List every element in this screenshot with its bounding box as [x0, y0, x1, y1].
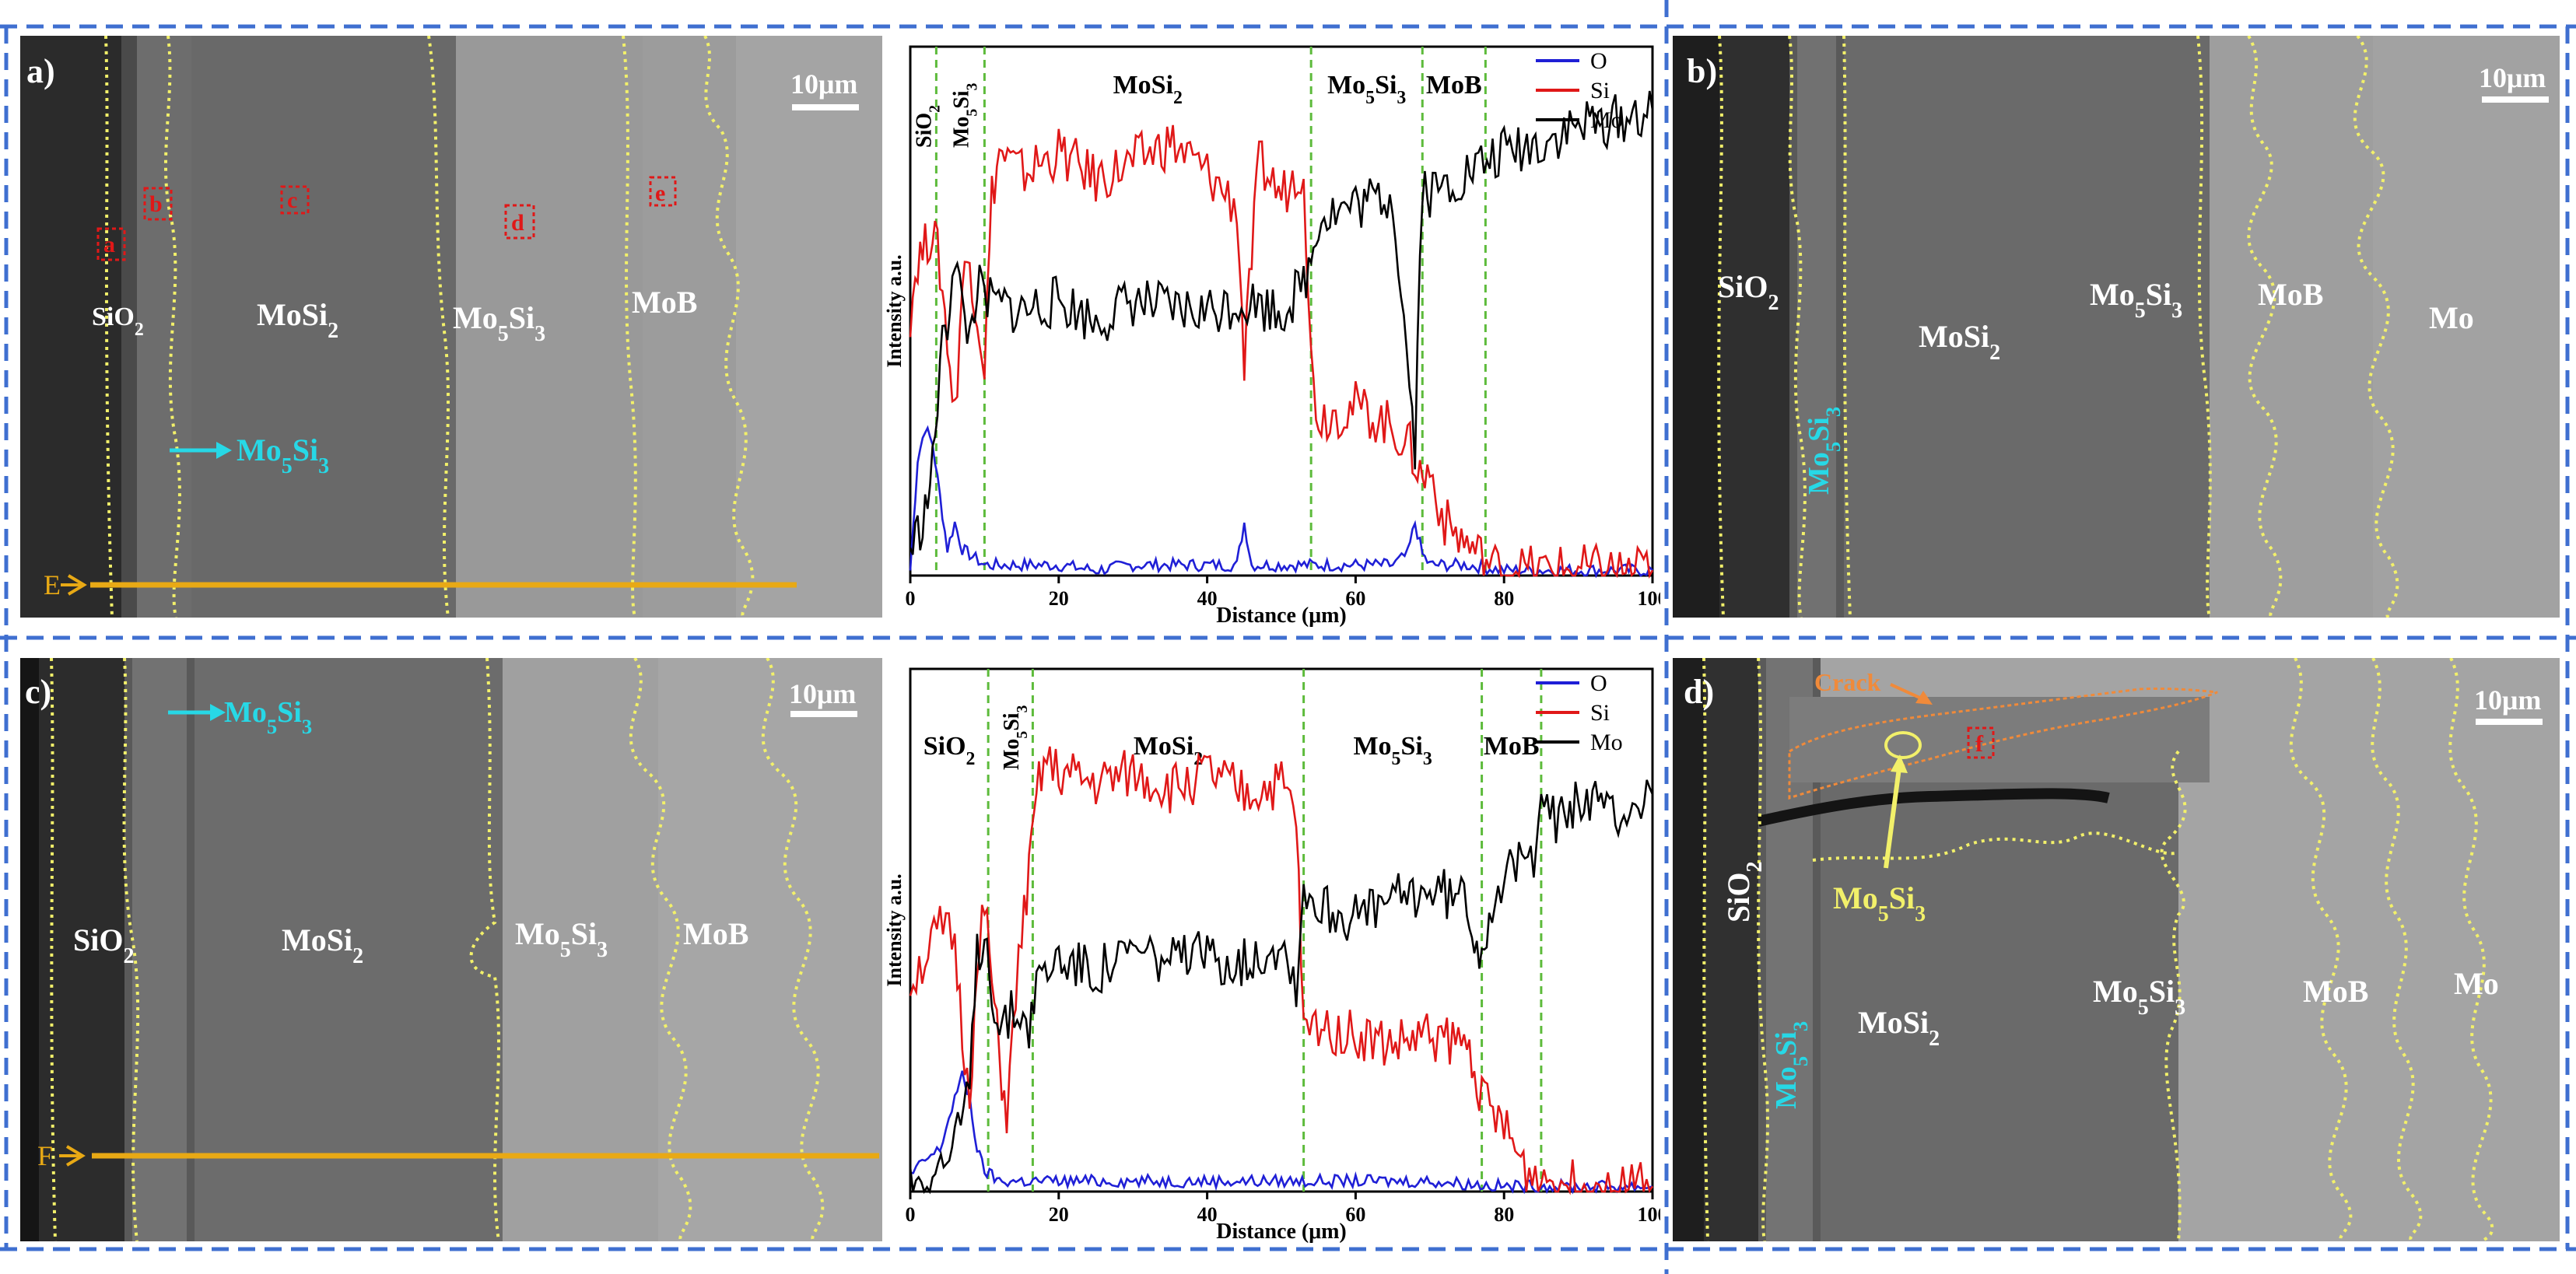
chart-linescan-F-xtick-label-1: 20 — [1049, 1203, 1069, 1226]
chart-linescan-F-legend-label-Si: Si — [1590, 700, 1610, 726]
label-mob-a: MoB — [632, 285, 697, 320]
point-marker-c: c — [287, 187, 297, 213]
label-mob-d: MoB — [2303, 974, 2368, 1009]
label-mosi2-b: MoSi2 — [1919, 319, 2000, 365]
scalebar-label-d: 10μm — [2474, 684, 2541, 716]
label-mob-c: MoB — [683, 916, 748, 951]
chart-linescan-F-plot-area — [909, 667, 1654, 1193]
sem-panel-d: f Mo5Si3 Crack 10μm d) SiO2 Mo5Si3 MoSi2… — [1673, 658, 2560, 1241]
label-mo-b: Mo — [2429, 300, 2474, 335]
chart-linescan-E-region-label-4: MoB — [1426, 71, 1482, 100]
label-mo-d: Mo — [2454, 966, 2499, 1001]
arrow-label-mo5si3-a: Mo5Si3 — [237, 432, 329, 478]
chart-linescan-F-xtick-label-3: 60 — [1345, 1203, 1365, 1226]
panel-letter-b: b) — [1687, 52, 1717, 90]
chart-linescan-F-xtick-label-0: 0 — [906, 1203, 916, 1226]
chart-linescan-E-xtick-label-3: 60 — [1345, 587, 1365, 610]
chart-linescan-E-series-Mo — [909, 90, 1654, 555]
label-sio2-d: SiO2 — [1721, 862, 1767, 922]
label-sio2-b: SiO2 — [1718, 269, 1779, 315]
point-marker-d: d — [511, 210, 524, 236]
sem-panel-a: a b c d e 10μm a) SiO2 MoSi2 Mo5Si3 MoB … — [20, 36, 882, 618]
panel-letter-a: a) — [26, 52, 55, 90]
chart-linescan-E-xlabel: Distance (μm) — [1216, 604, 1347, 628]
arrow-label-mo5si3-c: Mo5Si3 — [224, 696, 312, 738]
chart-linescan-F-region-label-4: MoB — [1484, 732, 1540, 761]
chart-linescan-E-xtick-label-2: 40 — [1197, 587, 1218, 610]
point-marker-b: b — [149, 191, 163, 217]
point-marker-a: a — [103, 232, 115, 257]
chart-linescan-E-xtick-label-1: 20 — [1049, 587, 1069, 610]
label-mosi2-c: MoSi2 — [282, 922, 363, 968]
label-mo5si3-c: Mo5Si3 — [515, 916, 608, 962]
label-sio2-c: SiO2 — [73, 922, 134, 968]
chart-linescan-E-region-label-1: Mo5Si3 — [949, 82, 980, 148]
chart-linescan-E-legend-label-Si: Si — [1590, 78, 1610, 103]
label-mosi2-d: MoSi2 — [1858, 1005, 1940, 1051]
scalebar-label-c: 10μm — [789, 678, 856, 709]
chart-linescan-E-legend-label-Mo: Mo — [1590, 107, 1623, 133]
point-marker-f: f — [1975, 731, 1984, 757]
line-label-f: F — [37, 1140, 53, 1171]
label-mo5si3-b: Mo5Si3 — [2090, 277, 2182, 323]
scalebar-label-a: 10μm — [790, 68, 857, 100]
chart-linescan-E-xtick-label-0: 0 — [906, 587, 916, 610]
rotated-label-mo5si3-d: Mo5Si3 — [1770, 1021, 1812, 1109]
label-mo5si3-a: Mo5Si3 — [453, 300, 545, 346]
rotated-label-mo5si3-b: Mo5Si3 — [1803, 407, 1845, 495]
chart-linescan-F-series-Mo — [909, 779, 1654, 1195]
chart-linescan-F-series-Si — [909, 746, 1654, 1195]
scalebar-label-b: 10μm — [2479, 62, 2546, 93]
chart-linescan-F-xtick-label-5: 100 — [1638, 1203, 1661, 1226]
sem-panel-b: 10μm b) SiO2 MoSi2 Mo5Si3 MoB Mo Mo5Si3 — [1673, 36, 2560, 618]
chart-linescan-E-region-label-2: MoSi2 — [1113, 71, 1183, 108]
line-label-e: E — [44, 569, 61, 600]
chart-linescan-E-region-label-0: SiO2 — [913, 105, 944, 148]
chart-linescan-E-plot-area — [909, 45, 1654, 577]
yellow-label-mo5si3-d: Mo5Si3 — [1833, 880, 1926, 926]
chart-linescan-F-legend-label-Mo: Mo — [1590, 730, 1623, 755]
chart-linescan-F-xtick-label-4: 80 — [1494, 1203, 1514, 1226]
chart-linescan-E-xtick-label-4: 80 — [1494, 587, 1514, 610]
chart-linescan-E-xtick-label-5: 100 — [1638, 587, 1661, 610]
chart-linescan-F-legend-label-O: O — [1590, 670, 1607, 696]
linescan-chart-f: SiO2 Mo5Si3 MoSi2 Mo5Si3 MoB O Si Mo 0 20 40 60 80 10… — [882, 653, 1660, 1246]
chart-linescan-F-region-label-1: Mo5Si3 — [1000, 705, 1031, 770]
chart-linescan-F-region-label-3: Mo5Si3 — [1353, 732, 1432, 769]
chart-linescan-E-region-label-3: Mo5Si3 — [1327, 71, 1406, 108]
chart-linescan-E-series-Si — [909, 124, 1654, 579]
chart-linescan-F-xlabel: Distance (μm) — [1216, 1220, 1347, 1244]
chart-linescan-E-legend-label-O: O — [1590, 48, 1607, 74]
point-marker-e: e — [655, 180, 665, 206]
chart-linescan-E-ylabel: Intensity a.u. — [883, 254, 906, 367]
label-mosi2-a: MoSi2 — [257, 297, 338, 343]
panel-letter-d: d) — [1684, 673, 1714, 711]
chart-linescan-E-series-O — [909, 425, 1653, 579]
label-sio2-a: SiO2 — [92, 303, 144, 340]
sem-panel-c: 10μm c) SiO2 MoSi2 Mo5Si3 MoB Mo5Si3 F — [20, 658, 882, 1241]
linescan-chart-e: SiO2 Mo5Si3 MoSi2 Mo5Si3 MoB O Si Mo 0 20 40 60 80 10… — [882, 31, 1660, 630]
label-mob-b: MoB — [2258, 277, 2323, 312]
label-crack-d: Crack — [1814, 668, 1881, 696]
chart-linescan-F-ylabel: Intensity a.u. — [883, 873, 906, 986]
panel-letter-c: c) — [25, 673, 51, 711]
chart-linescan-F-xtick-label-2: 40 — [1197, 1203, 1218, 1226]
label-mo5si3-d: Mo5Si3 — [2093, 974, 2185, 1020]
chart-linescan-F-region-label-0: SiO2 — [924, 732, 976, 769]
